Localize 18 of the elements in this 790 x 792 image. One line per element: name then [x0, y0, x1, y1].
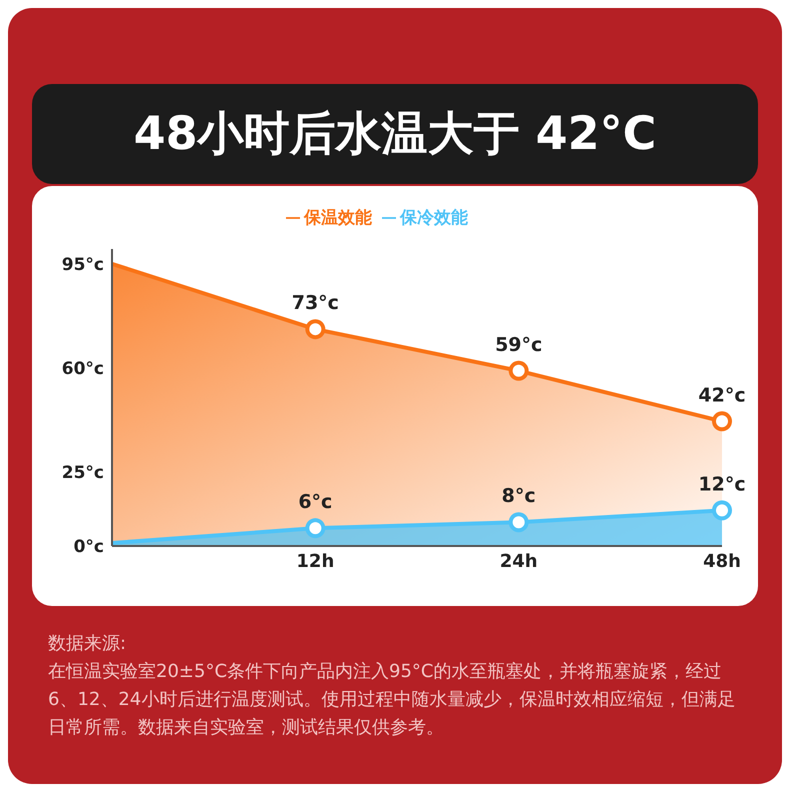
text: 在恒温实验室20±5°C条件下向产品内注入95°C的水至瓶塞处，并将瓶塞旋紧，经过6、12、24小时后进行温度测试。使用过程中随水量减少，保温时效相应缩短，但满足日常所需。数据来自实验室，测试结果仅供参考。 [48, 660, 736, 740]
y-tick-label: 60°c [62, 358, 104, 379]
y-tick-label: 95°c [62, 254, 104, 275]
x-tick-label: 12h [296, 550, 334, 572]
y-tick-label: 25°c [62, 462, 104, 483]
source-note: 数据来源: [48, 632, 128, 656]
data-label: 6°c [298, 491, 332, 514]
data-label: 59°c [495, 334, 542, 356]
legend-label: 保温效能 [304, 208, 372, 228]
data-label: 73°c [292, 292, 339, 314]
y-tick-label: 0°c [74, 537, 104, 558]
data-label: 42°c [698, 384, 746, 406]
x-tick-label: 24h [500, 550, 538, 572]
legend-label: 保冷效能 [400, 208, 468, 228]
x-tick-label: 48h [703, 550, 741, 572]
data-label: 8°c [502, 485, 536, 508]
data-label: 12°c [698, 473, 746, 496]
chart-title: 48小时后水温大于 42°C [32, 84, 758, 184]
